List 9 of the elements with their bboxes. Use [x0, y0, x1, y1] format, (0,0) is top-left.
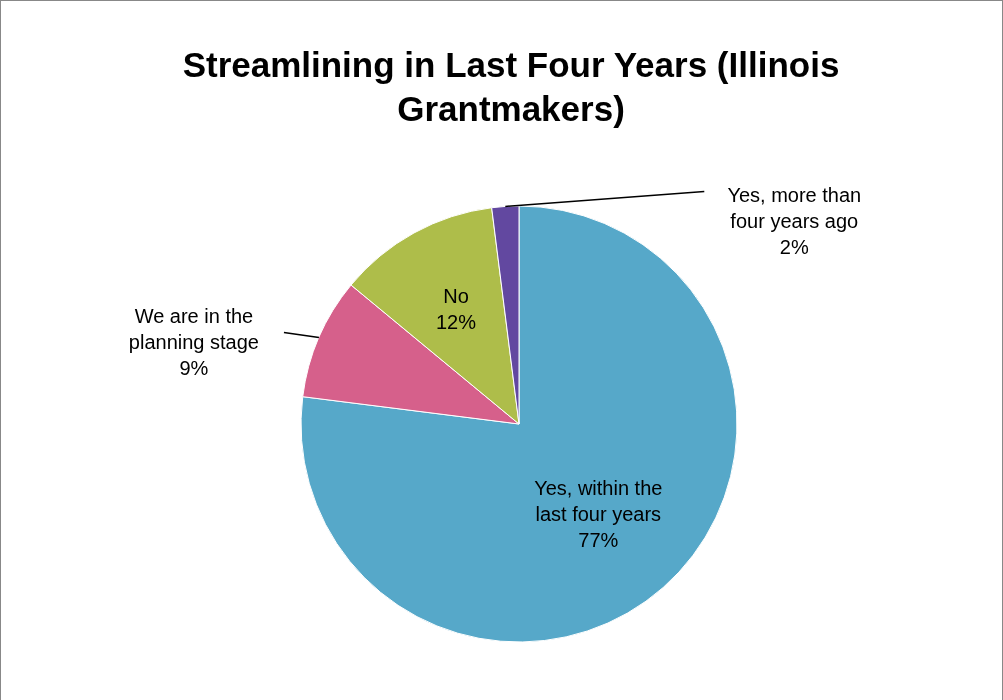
slice-label: Yes, more than four years ago	[727, 184, 862, 233]
slice-label: No	[443, 285, 469, 308]
slice-label: We are in the planning stage	[128, 305, 259, 354]
chart-title: Streamlining in Last Four Years (Illinois Grantmakers)	[181, 44, 841, 130]
slice-label: Yes, within the last four years	[534, 476, 663, 525]
data-label: 9%	[179, 357, 209, 380]
data-label: 77%	[578, 528, 619, 551]
data-label: 12%	[435, 311, 477, 334]
data-label: 2%	[779, 236, 809, 259]
